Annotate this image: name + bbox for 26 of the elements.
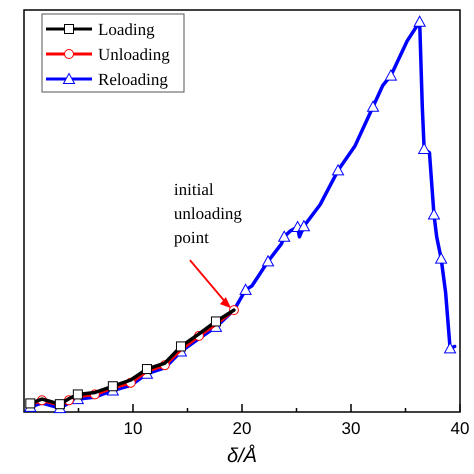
x-tick-label: 30 bbox=[342, 419, 360, 438]
point bbox=[367, 100, 380, 112]
x-tick-label: 10 bbox=[124, 419, 142, 438]
legend-label: Loading bbox=[98, 20, 156, 39]
point bbox=[332, 164, 344, 176]
point bbox=[72, 389, 83, 400]
legend-label: Unloading bbox=[98, 45, 170, 64]
point bbox=[25, 398, 36, 408]
point bbox=[142, 364, 152, 374]
point bbox=[298, 220, 310, 232]
point bbox=[54, 399, 65, 410]
point bbox=[428, 208, 440, 220]
point bbox=[384, 70, 397, 81]
point bbox=[108, 381, 118, 392]
annotation: initial unloading point bbox=[174, 180, 242, 248]
point bbox=[262, 255, 274, 266]
x-tick-label: 40 bbox=[450, 419, 470, 438]
point bbox=[414, 16, 426, 27]
x-axis-title: δ/Å bbox=[226, 444, 258, 467]
point bbox=[435, 252, 448, 264]
legend-label: Reloading bbox=[98, 70, 168, 89]
point bbox=[176, 341, 186, 352]
point bbox=[240, 284, 252, 295]
point bbox=[210, 316, 221, 326]
point bbox=[278, 230, 290, 242]
x-tick-label: 20 bbox=[232, 419, 252, 438]
